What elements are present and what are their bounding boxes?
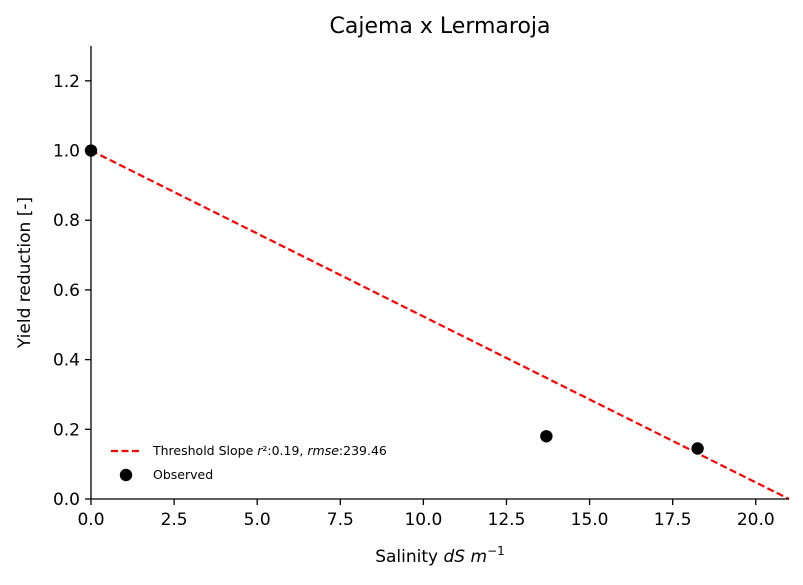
legend-label-part: :239.46 <box>339 443 387 458</box>
y-axis-ticks: 0.0 0.2 0.4 0.6 0.8 1.0 1.2 <box>53 72 91 510</box>
x-tick-label: 7.5 <box>327 510 354 530</box>
x-tick-label: 17.5 <box>654 510 692 530</box>
chart-title: Cajema x Lermaroja <box>330 14 551 39</box>
x-axis-ticks: 0.0 2.5 5.0 7.5 10.0 12.5 15.0 17.5 20.0 <box>77 499 775 530</box>
x-tick-label: 15.0 <box>571 510 609 530</box>
y-tick-label: 0.8 <box>53 211 80 231</box>
x-tick-label: 10.0 <box>404 510 442 530</box>
legend-label-part: ²:0.19, <box>262 443 307 458</box>
x-axis-label-prefix: Salinity <box>375 547 443 567</box>
y-tick-label: 0.6 <box>53 281 80 301</box>
legend-label-part: r <box>257 443 263 458</box>
legend-label-part: Observed <box>153 467 213 482</box>
y-tick-label: 0.0 <box>53 490 80 510</box>
y-tick-label: 1.2 <box>53 72 80 92</box>
legend-label: Observed <box>153 467 213 482</box>
x-tick-label: 12.5 <box>488 510 526 530</box>
x-tick-label: 5.0 <box>244 510 271 530</box>
observed-point <box>691 442 704 455</box>
x-tick-label: 0.0 <box>77 510 104 530</box>
legend: Threshold Slope r²:0.19, rmse:239.46 Obse… <box>111 443 387 482</box>
legend-label-part: rmse <box>307 443 339 458</box>
y-tick-label: 1.0 <box>53 142 80 162</box>
legend-label-part: Threshold Slope <box>152 443 257 458</box>
x-axis-label-unit: dS m <box>444 547 488 567</box>
x-axis-label: Salinity dS m−1 <box>375 544 505 567</box>
plot-area <box>84 144 790 500</box>
x-tick-label: 2.5 <box>161 510 188 530</box>
y-axis-label: Yield reduction [-] <box>15 197 35 349</box>
observed-point <box>540 430 553 443</box>
legend-marker-swatch <box>119 468 133 482</box>
x-axis-label-exponent: −1 <box>487 544 505 558</box>
legend-label: Threshold Slope r²:0.19, rmse:239.46 <box>152 443 387 458</box>
x-tick-label: 20.0 <box>737 510 775 530</box>
y-tick-label: 0.4 <box>53 351 80 371</box>
y-tick-label: 0.2 <box>53 420 80 440</box>
threshold-slope-line <box>90 149 790 500</box>
